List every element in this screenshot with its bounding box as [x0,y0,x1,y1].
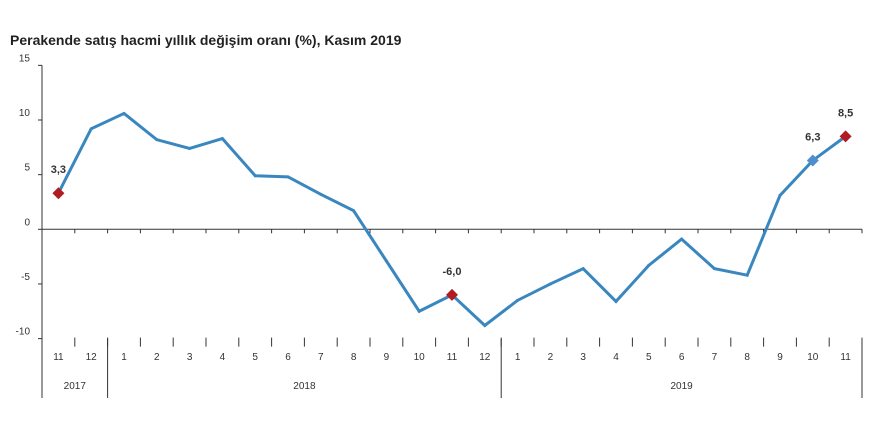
highlight-marker [839,130,852,143]
x-tick-label: 5 [646,352,652,363]
data-label: 8,5 [838,107,853,119]
year-label: 2017 [64,381,87,392]
x-tick-label: 4 [613,352,619,363]
data-point [155,138,159,142]
highlight-marker [446,288,458,301]
y-tick-label: 5 [24,163,30,174]
x-tick-label: 6 [285,352,291,363]
data-point [122,111,126,115]
data-label: 6,3 [805,131,820,143]
x-tick-label: 8 [744,352,750,363]
data-label: -6,0 [443,266,462,278]
data-point [548,282,552,286]
highlight-marker [52,187,65,200]
data-point [483,323,487,327]
data-point [581,267,585,271]
data-point [647,263,651,267]
x-tick-label: 7 [318,352,324,363]
chart-title: Perakende satış hacmi yıllık değişim ora… [10,32,402,48]
data-point [745,273,749,277]
data-point [614,299,618,303]
data-point [89,127,93,131]
data-point [220,137,224,141]
x-tick-label: 11 [840,352,851,363]
data-point [384,259,388,263]
highlight-marker [806,154,819,167]
y-tick-label: 10 [19,108,31,119]
y-tick-label: 0 [24,217,30,228]
x-tick-label: 3 [580,352,586,363]
x-tick-label: 1 [515,352,521,363]
data-point [417,309,421,313]
year-label: 2019 [670,381,693,392]
data-point [680,237,684,241]
x-tick-label: 5 [252,352,258,363]
data-point [253,174,257,178]
x-tick-label: 4 [220,352,226,363]
x-tick-label: 9 [777,352,783,363]
data-point [712,267,716,271]
x-tick-label: 11 [447,352,458,363]
x-tick-label: 2 [548,352,554,363]
data-point [319,192,323,196]
year-label: 2018 [293,381,316,392]
x-tick-label: 10 [414,352,426,363]
data-point [778,193,782,197]
x-tick-label: 12 [86,352,98,363]
x-tick-label: 3 [187,352,193,363]
x-tick-label: 10 [807,352,819,363]
x-tick-label: 11 [53,352,64,363]
y-tick-label: -5 [21,272,30,283]
x-tick-label: 8 [351,352,357,363]
data-point [286,175,290,179]
x-tick-label: 2 [154,352,160,363]
x-tick-label: 7 [712,352,718,363]
data-point [188,146,192,150]
data-point [352,209,356,213]
x-tick-label: 6 [679,352,685,363]
y-tick-label: 15 [19,53,31,64]
data-point [516,298,520,302]
x-tick-label: 12 [479,352,491,363]
x-tick-label: 9 [384,352,390,363]
y-tick-label: -10 [16,327,31,338]
x-tick-label: 1 [121,352,127,363]
data-label: 3,3 [51,164,66,176]
